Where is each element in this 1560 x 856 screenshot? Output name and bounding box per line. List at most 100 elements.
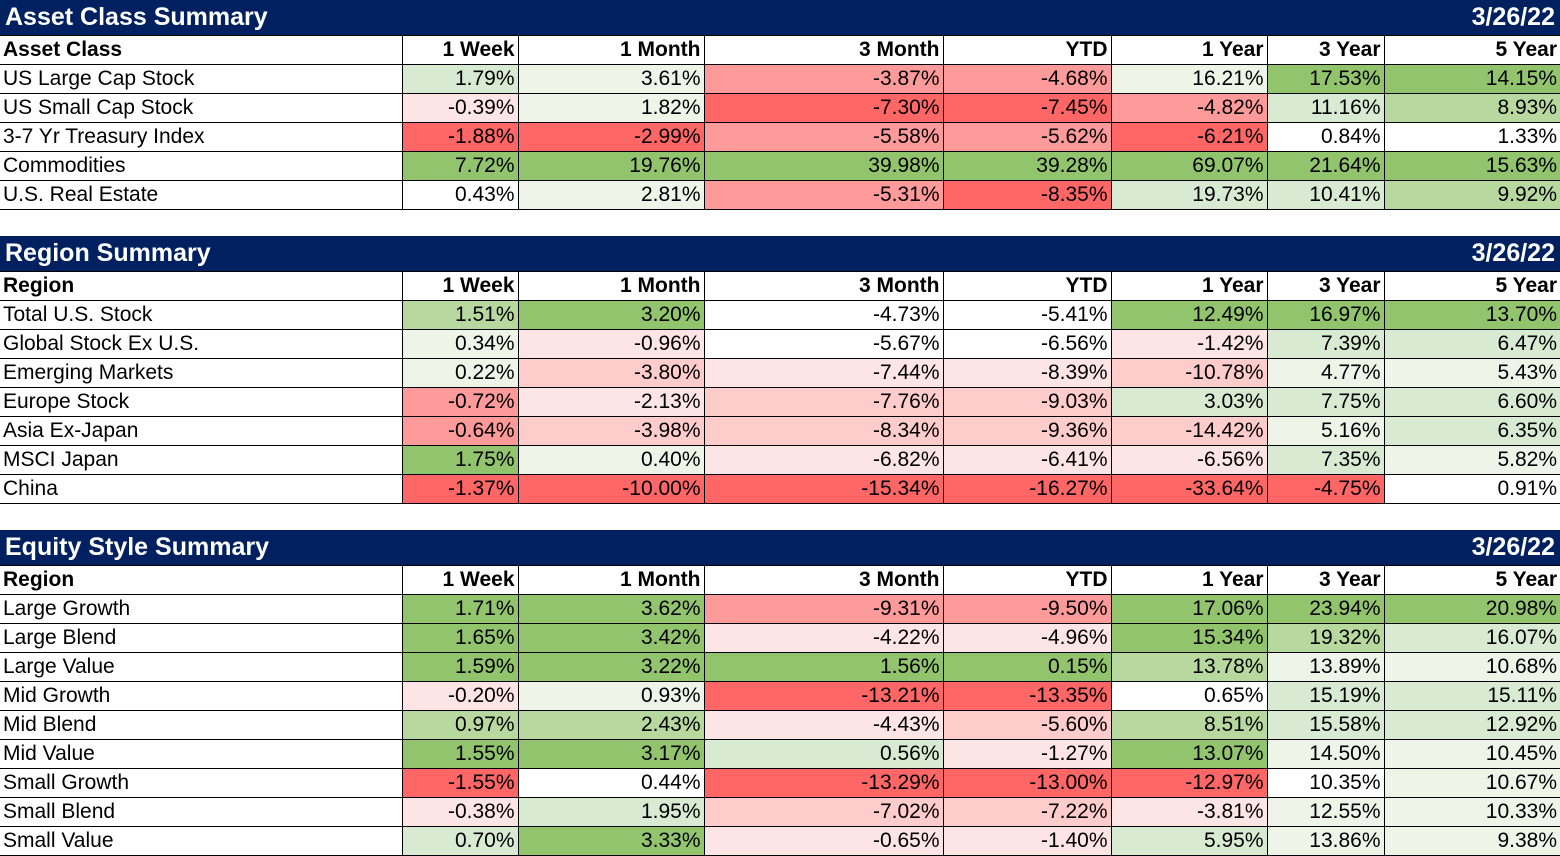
return-cell: 3.17%: [517, 739, 705, 769]
return-cell: -5.58%: [703, 122, 944, 152]
return-cell: 1.79%: [401, 64, 519, 94]
return-cell: -9.03%: [942, 387, 1112, 417]
return-cell: 3.42%: [517, 623, 705, 653]
return-cell: 12.92%: [1383, 710, 1560, 740]
return-cell: 1.51%: [401, 300, 519, 330]
column-header: 3 Year: [1266, 565, 1385, 595]
return-cell: 10.35%: [1266, 768, 1385, 798]
column-header: 1 Year: [1110, 35, 1268, 65]
section-date: 3/26/22: [1471, 533, 1555, 561]
return-cell: -3.80%: [517, 358, 705, 388]
return-cell: 2.43%: [517, 710, 705, 740]
row-label: China: [0, 474, 403, 504]
row-label: Mid Value: [0, 739, 403, 769]
column-header: 1 Week: [401, 35, 519, 65]
row-label: Europe Stock: [0, 387, 403, 417]
return-cell: 11.16%: [1266, 93, 1385, 123]
table-row: U.S. Real Estate 0.43% 2.81% -5.31% -8.35% 19…: [0, 180, 1560, 210]
return-cell: -6.56%: [1110, 445, 1268, 475]
return-cell: -0.65%: [703, 826, 944, 856]
return-cell: 14.50%: [1266, 739, 1385, 769]
column-header: 1 Month: [517, 271, 705, 301]
return-cell: 21.64%: [1266, 151, 1385, 181]
column-header: YTD: [942, 271, 1112, 301]
return-cell: 10.41%: [1266, 180, 1385, 210]
return-cell: 20.98%: [1383, 594, 1560, 624]
column-header: 1 Month: [517, 565, 705, 595]
return-cell: 6.35%: [1383, 416, 1560, 446]
row-label: US Large Cap Stock: [0, 64, 403, 94]
row-label: US Small Cap Stock: [0, 93, 403, 123]
return-cell: -13.29%: [703, 768, 944, 798]
return-cell: -5.60%: [942, 710, 1112, 740]
table-row: US Small Cap Stock -0.39% 1.82% -7.30% -7.45…: [0, 93, 1560, 123]
header-row: Region 1 Week 1 Month 3 Month YTD 1 Year 3 Yea…: [0, 271, 1560, 301]
row-label: Asia Ex-Japan: [0, 416, 403, 446]
return-cell: 13.07%: [1110, 739, 1268, 769]
return-cell: -0.20%: [401, 681, 519, 711]
return-cell: 15.63%: [1383, 151, 1560, 181]
return-cell: 8.51%: [1110, 710, 1268, 740]
table-row: Commodities 7.72% 19.76% 39.98% 39.28% 69.07%…: [0, 151, 1560, 181]
return-cell: 0.34%: [401, 329, 519, 359]
return-cell: -7.45%: [942, 93, 1112, 123]
return-cell: 3.33%: [517, 826, 705, 856]
return-cell: 1.75%: [401, 445, 519, 475]
summary-table: Region 1 Week 1 Month 3 Month YTD 1 Year 3 Yea…: [0, 565, 1560, 856]
return-cell: 0.93%: [517, 681, 705, 711]
column-header-label: Region: [0, 271, 403, 301]
table-row: Mid Growth -0.20% 0.93% -13.21% -13.35% 0.65%…: [0, 681, 1560, 711]
return-cell: -6.82%: [703, 445, 944, 475]
return-cell: 3.62%: [517, 594, 705, 624]
return-cell: 9.92%: [1383, 180, 1560, 210]
row-label: Large Value: [0, 652, 403, 682]
table-row: Mid Value 1.55% 3.17% 0.56% -1.27% 13.07% 14.5…: [0, 739, 1560, 769]
column-header: 5 Year: [1383, 35, 1560, 65]
column-header: 3 Month: [703, 565, 944, 595]
return-cell: 69.07%: [1110, 151, 1268, 181]
table-row: Small Growth -1.55% 0.44% -13.29% -13.00% -12…: [0, 768, 1560, 798]
return-cell: 0.65%: [1110, 681, 1268, 711]
row-label: Large Growth: [0, 594, 403, 624]
section-date: 3/26/22: [1471, 3, 1555, 31]
table-row: Global Stock Ex U.S. 0.34% -0.96% -5.67% -6.…: [0, 329, 1560, 359]
return-cell: -7.22%: [942, 797, 1112, 827]
return-cell: -4.73%: [703, 300, 944, 330]
return-cell: -4.82%: [1110, 93, 1268, 123]
return-cell: -1.37%: [401, 474, 519, 504]
section-title-bar: Region Summary 3/26/22: [0, 236, 1560, 271]
return-cell: -9.36%: [942, 416, 1112, 446]
return-cell: 0.56%: [703, 739, 944, 769]
return-cell: 6.60%: [1383, 387, 1560, 417]
return-cell: 9.38%: [1383, 826, 1560, 856]
return-cell: -4.96%: [942, 623, 1112, 653]
return-cell: -8.35%: [942, 180, 1112, 210]
return-cell: -7.44%: [703, 358, 944, 388]
return-cell: -0.72%: [401, 387, 519, 417]
row-label: Total U.S. Stock: [0, 300, 403, 330]
return-cell: -14.42%: [1110, 416, 1268, 446]
column-header: 1 Year: [1110, 271, 1268, 301]
column-header: 1 Week: [401, 565, 519, 595]
row-label: Small Blend: [0, 797, 403, 827]
table-row: Small Value 0.70% 3.33% -0.65% -1.40% 5.95% 13…: [0, 826, 1560, 856]
return-cell: -6.56%: [942, 329, 1112, 359]
table-row: US Large Cap Stock 1.79% 3.61% -3.87% -4.68%…: [0, 64, 1560, 94]
return-cell: 6.47%: [1383, 329, 1560, 359]
equity-style-summary: Equity Style Summary 3/26/22 Region 1 Wee…: [0, 530, 1560, 856]
return-cell: 10.68%: [1383, 652, 1560, 682]
section-title: Asset Class Summary: [5, 3, 268, 31]
section-title-bar: Asset Class Summary 3/26/22: [0, 0, 1560, 35]
return-cell: -7.02%: [703, 797, 944, 827]
header-row: Region 1 Week 1 Month 3 Month YTD 1 Year 3 Yea…: [0, 565, 1560, 595]
return-cell: -6.41%: [942, 445, 1112, 475]
return-cell: 15.11%: [1383, 681, 1560, 711]
column-header: 5 Year: [1383, 271, 1560, 301]
return-cell: -0.96%: [517, 329, 705, 359]
return-cell: -12.97%: [1110, 768, 1268, 798]
return-cell: 13.78%: [1110, 652, 1268, 682]
table-row: Total U.S. Stock 1.51% 3.20% -4.73% -5.41% 12…: [0, 300, 1560, 330]
return-cell: -4.22%: [703, 623, 944, 653]
return-cell: 0.40%: [517, 445, 705, 475]
return-cell: 15.34%: [1110, 623, 1268, 653]
